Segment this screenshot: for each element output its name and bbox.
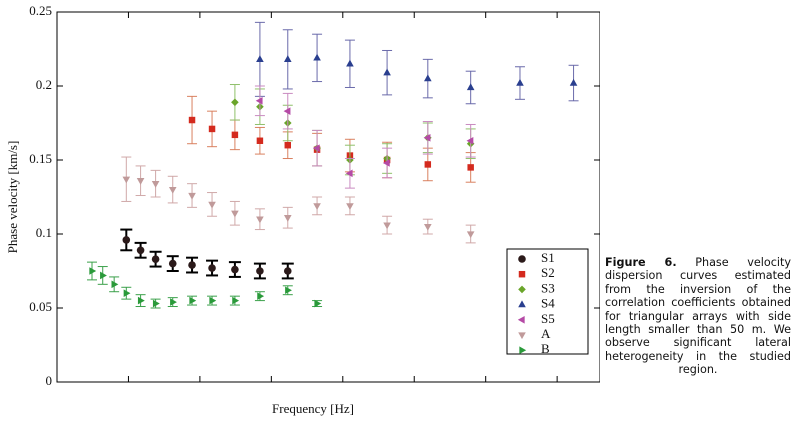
point	[345, 169, 353, 178]
point	[346, 203, 354, 211]
point	[168, 186, 177, 194]
legend-marker	[518, 332, 526, 340]
point	[283, 215, 292, 222]
legend-marker	[517, 316, 525, 324]
point	[231, 210, 239, 218]
plot-frame	[56, 11, 600, 383]
legend-label: S2	[541, 265, 555, 280]
point	[208, 264, 216, 272]
point	[256, 55, 264, 63]
point	[188, 116, 196, 124]
y-tick-label: 0.25	[29, 3, 52, 18]
point	[284, 141, 292, 149]
point	[100, 271, 107, 280]
point	[151, 255, 160, 263]
point	[256, 137, 264, 144]
legend-marker	[518, 300, 526, 308]
y-axis-label: Phase velocity [km/s]	[5, 141, 20, 254]
y-tick-label: 0.2	[36, 77, 52, 92]
point	[313, 203, 321, 211]
point	[136, 246, 145, 255]
point	[256, 216, 264, 224]
point	[569, 78, 578, 86]
point	[383, 68, 391, 76]
point	[170, 298, 177, 306]
point	[231, 265, 239, 274]
point	[285, 286, 292, 295]
caption-text: Phase velocity dispersion curves estimat…	[605, 256, 792, 377]
point	[122, 176, 131, 184]
legend-label: B	[541, 341, 550, 356]
point	[313, 53, 321, 61]
point	[152, 299, 160, 308]
point	[467, 164, 474, 171]
point	[516, 78, 524, 86]
legend-label: S1	[541, 250, 555, 265]
legend-label: A	[541, 326, 551, 341]
point	[466, 83, 475, 91]
y-tick-label: 0	[46, 373, 53, 388]
point	[188, 192, 196, 200]
point	[346, 59, 354, 67]
point	[208, 125, 216, 133]
point	[256, 267, 264, 275]
legend-marker	[518, 255, 526, 263]
point	[137, 296, 145, 305]
legend-marker	[518, 285, 526, 294]
point	[188, 261, 196, 269]
point	[382, 159, 390, 167]
point	[231, 131, 239, 139]
point	[111, 280, 119, 289]
point	[208, 201, 216, 209]
legend-label: S3	[541, 280, 555, 295]
point	[424, 223, 432, 231]
legend-box	[506, 248, 589, 355]
point	[466, 231, 475, 239]
point	[257, 292, 265, 300]
point	[151, 181, 160, 188]
chart: Phase velocity [km/s] Frequency [Hz] 0 0.…	[5, 3, 600, 416]
caption-label: Figure 6.	[605, 256, 677, 269]
legend-label: S4	[541, 296, 555, 311]
point	[122, 236, 131, 244]
point	[136, 178, 145, 185]
point	[283, 55, 292, 63]
point	[209, 296, 217, 305]
y-tick-label: 0.05	[29, 299, 52, 314]
point	[466, 136, 474, 145]
point	[189, 296, 197, 305]
legend-label: S5	[541, 311, 555, 326]
point	[283, 267, 292, 275]
point	[312, 144, 320, 152]
point	[231, 98, 239, 107]
point	[255, 97, 263, 105]
point	[168, 259, 177, 268]
y-tick-label: 0.1	[36, 225, 52, 240]
legend-marker	[518, 270, 526, 278]
point	[232, 296, 240, 305]
point	[423, 134, 431, 142]
legend-marker	[519, 346, 527, 354]
point	[283, 107, 291, 115]
point	[424, 74, 432, 82]
point	[424, 161, 432, 168]
x-axis-label: Frequency [Hz]	[272, 401, 354, 416]
point	[383, 222, 391, 230]
point	[89, 267, 97, 275]
point	[123, 289, 131, 297]
point	[314, 299, 322, 308]
caption: Figure 6. Phase velocity dispersion curv…	[605, 256, 791, 377]
y-tick-label: 0.15	[29, 151, 52, 166]
